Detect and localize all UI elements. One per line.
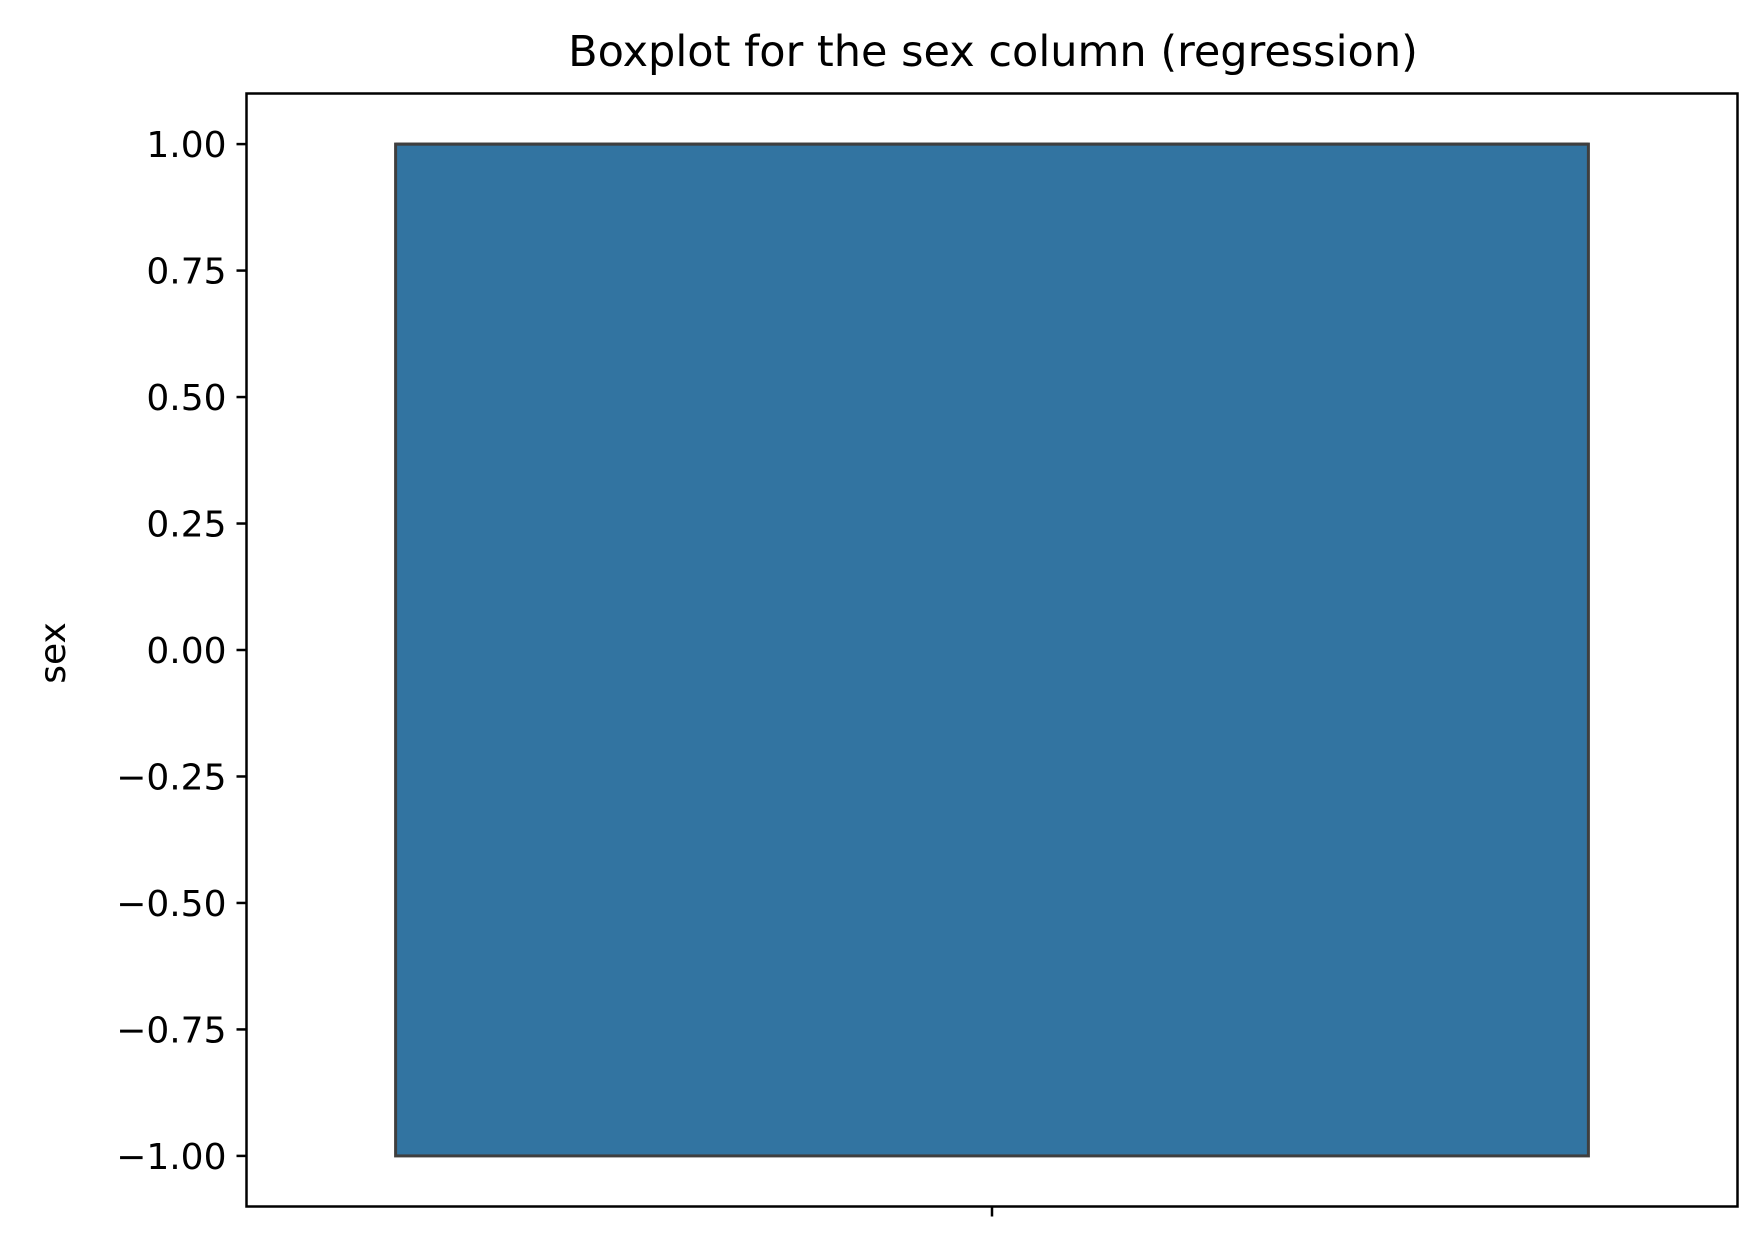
y-tick-label: −0.75	[116, 1010, 226, 1051]
axes-frame	[245, 92, 1739, 1208]
y-tick-label: 0.75	[146, 252, 226, 293]
y-tick-label: 0.00	[146, 631, 226, 672]
y-tick-label: −1.00	[116, 1137, 226, 1178]
y-axis-label: sex	[33, 622, 74, 684]
y-tick-label: 0.50	[146, 378, 226, 419]
chart-title: Boxplot for the sex column (regression)	[568, 27, 1418, 77]
y-tick-label: 1.00	[146, 125, 226, 166]
y-tick-label: −0.50	[116, 884, 226, 925]
y-tick-label: 0.25	[146, 505, 226, 546]
y-tick-label: −0.25	[116, 757, 226, 798]
plot-area	[394, 142, 1590, 1158]
box-iqr	[394, 142, 1590, 1158]
y-axis-ticks: 1.00 0.75 0.50 0.25 0.00 −0.25 −0.50 −0.75 −1.00	[116, 125, 247, 1178]
